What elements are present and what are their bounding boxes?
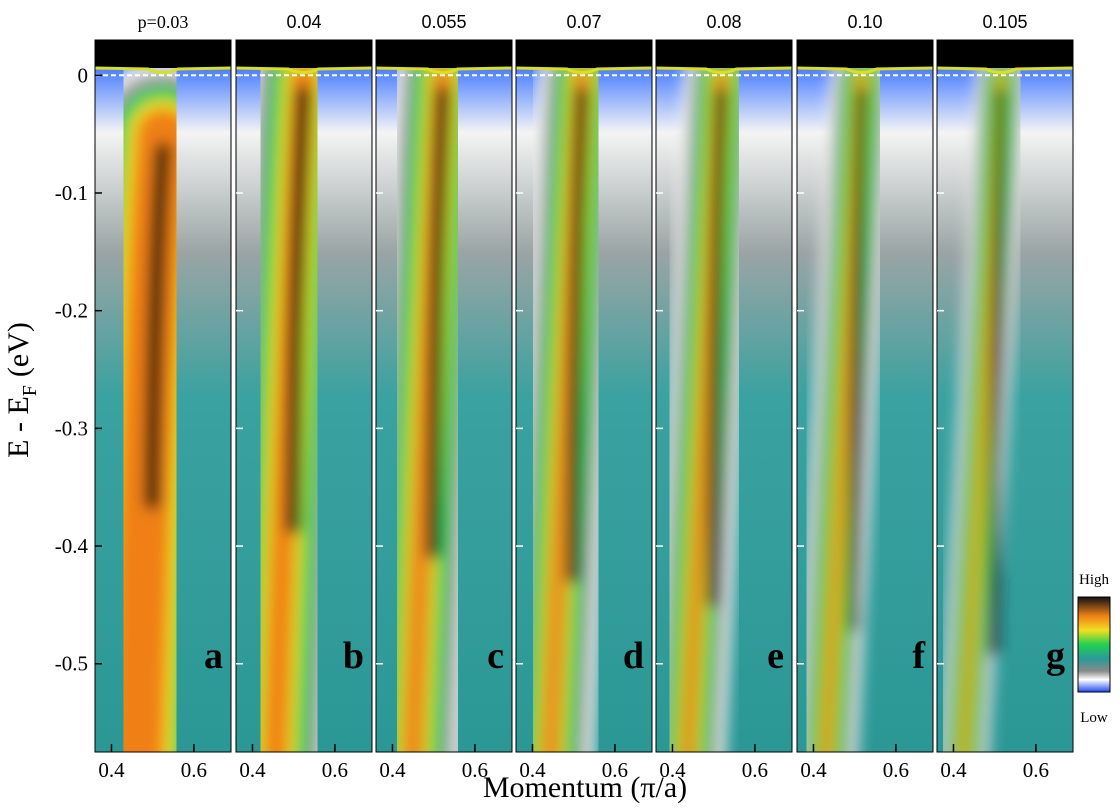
fermi-edge — [937, 66, 1073, 74]
band — [516, 40, 626, 752]
band — [95, 60, 231, 752]
fermi-edge — [95, 66, 231, 74]
panel-frame — [94, 39, 232, 753]
x-tick-label: 0.4 — [940, 758, 967, 782]
band — [656, 40, 759, 752]
y-label-subscript: F — [19, 385, 41, 396]
above-fermi — [95, 40, 231, 68]
panel — [236, 40, 372, 752]
x-tick-label: 0.6 — [602, 758, 628, 782]
panel — [376, 40, 512, 752]
panel-label: a — [204, 635, 223, 677]
x-tick-label: 0.4 — [98, 758, 125, 782]
band-core — [426, 86, 450, 559]
x-tick-label: 0.4 — [659, 758, 686, 782]
panel-frame — [655, 39, 793, 753]
panel — [656, 40, 792, 752]
panel-title: 0.10 — [847, 12, 882, 32]
band-core — [285, 85, 311, 535]
colorbar — [1077, 596, 1111, 693]
band — [236, 40, 360, 752]
fermi-edge — [236, 66, 372, 74]
panel-title: 0.08 — [706, 12, 741, 32]
panel-frame — [796, 39, 934, 753]
band — [938, 53, 1026, 752]
above-fermi — [937, 40, 1073, 68]
colorbar-low: Low — [1080, 710, 1108, 726]
panel-title: 0.04 — [286, 12, 321, 32]
band-core — [707, 87, 727, 608]
panel-title: p=0.03 — [138, 12, 189, 32]
y-tick-label: -0.1 — [55, 181, 88, 205]
panel-label: e — [767, 635, 784, 677]
band — [797, 46, 893, 752]
y-tick-label: -0.2 — [55, 299, 88, 323]
y-tick-label: 0 — [78, 63, 89, 87]
x-tick-label: 0.4 — [379, 758, 406, 782]
panel — [95, 40, 231, 752]
x-tick-label: 0.6 — [181, 758, 207, 782]
panel — [797, 40, 933, 752]
x-axis-label: Momentum (π/a) — [483, 771, 687, 804]
band-core — [566, 86, 589, 584]
x-tick-label: 0.6 — [742, 758, 768, 782]
panel-frame — [235, 39, 373, 753]
above-fermi — [797, 40, 933, 68]
colorbar-high: High — [1079, 572, 1110, 588]
panel-label: d — [623, 635, 644, 677]
band — [376, 40, 493, 752]
x-tick-label: 0.6 — [1023, 758, 1049, 782]
y-tick-label: -0.3 — [55, 416, 88, 440]
band-core — [144, 142, 171, 510]
panel-title: 0.105 — [982, 12, 1027, 32]
y-label-main: E - E — [2, 396, 35, 458]
band-core — [849, 88, 867, 632]
fermi-edge — [376, 66, 512, 74]
x-tick-label: 0.4 — [239, 758, 266, 782]
x-tick-label: 0.6 — [462, 758, 488, 782]
fermi-edge — [516, 66, 652, 74]
x-tick-label: 0.4 — [800, 758, 827, 782]
panel-title: 0.07 — [566, 12, 601, 32]
band-core — [989, 88, 1006, 657]
x-tick-label: 0.6 — [883, 758, 909, 782]
x-tick-label: 0.4 — [519, 758, 546, 782]
y-axis-label: E - EF (eV) — [2, 322, 41, 458]
y-label-unit: (eV) — [2, 322, 35, 377]
above-fermi — [516, 40, 652, 68]
above-fermi — [656, 40, 792, 68]
panel — [516, 40, 652, 752]
x-tick-label: 0.6 — [322, 758, 348, 782]
y-tick-label: -0.5 — [55, 652, 88, 676]
y-tick-label: -0.4 — [55, 534, 89, 558]
fermi-edge — [656, 66, 792, 74]
panel-title: 0.055 — [421, 12, 466, 32]
panel-frame — [375, 39, 513, 753]
fermi-edge — [797, 66, 933, 74]
panel-frame — [515, 39, 653, 753]
panel-label: c — [487, 635, 504, 677]
panel-label: g — [1046, 635, 1065, 677]
panel-label: b — [343, 635, 364, 677]
panel-frame — [936, 39, 1074, 753]
above-fermi — [376, 40, 512, 68]
above-fermi — [236, 40, 372, 68]
panel — [937, 40, 1073, 752]
panel-label: f — [912, 635, 926, 677]
